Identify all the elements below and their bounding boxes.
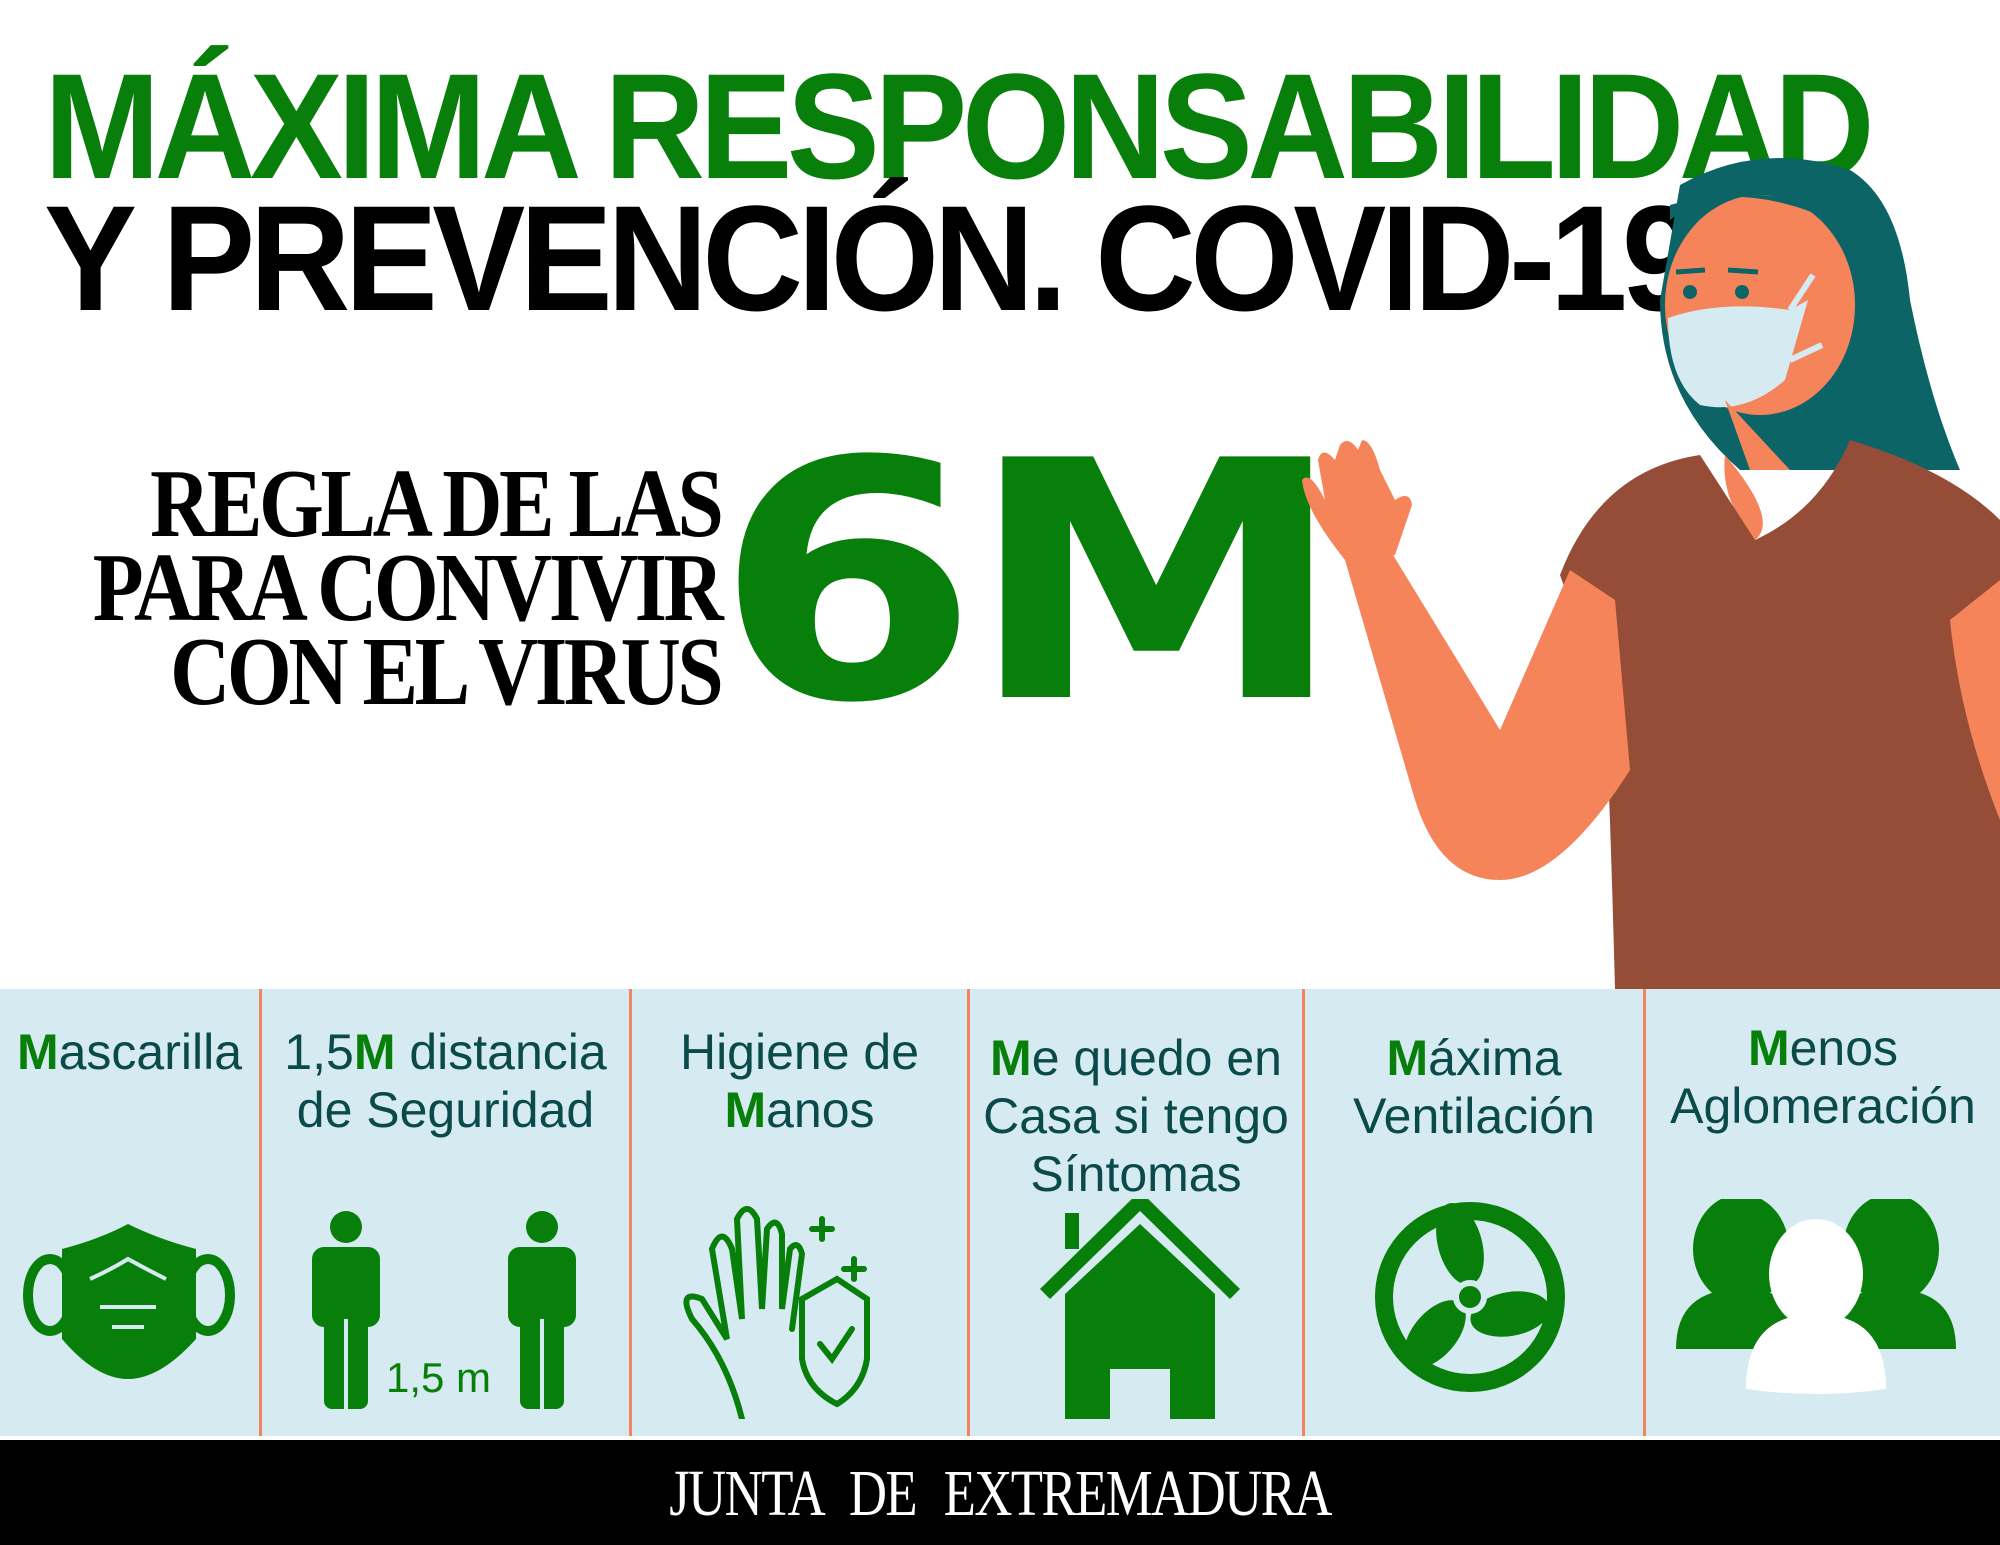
rules-band: Mascarilla 1,5M distancia de Seguridad 1,… xyxy=(0,989,2000,1436)
panel-label: Mascarilla xyxy=(16,1024,243,1080)
panel-divider xyxy=(259,989,262,1436)
face-mask-icon xyxy=(23,1224,235,1379)
panel-higiene: Higiene de Manos xyxy=(632,989,967,1436)
distance-label: 1,5 m xyxy=(386,1354,492,1401)
group-icon xyxy=(1676,1199,1956,1394)
title-line-1: MÁXIMA RESPONSABILIDAD xyxy=(44,42,1875,210)
panel-divider xyxy=(967,989,970,1436)
six-m-heading: 6M xyxy=(715,391,1345,775)
panel-ventilacion: Máxima Ventilación xyxy=(1305,989,1643,1436)
panel-aglomeracion: Menos Aglomeración xyxy=(1646,989,2000,1436)
rule-line-3: CON EL VIRUS xyxy=(169,618,724,726)
social-distance-icon xyxy=(312,1211,576,1409)
rule-line-2: PARA CONVIVIR xyxy=(92,534,723,642)
hand-hygiene-icon xyxy=(683,1206,870,1419)
panel-label: Me quedo en Casa si tengo Síntomas xyxy=(983,1030,1289,1202)
panel-divider xyxy=(1302,989,1305,1436)
panel-divider xyxy=(629,989,632,1436)
panel-distancia: 1,5M distancia de Seguridad 1,5 m xyxy=(262,989,629,1436)
title-line-2: Y PREVENCIÓN. COVID-19 xyxy=(44,174,1699,342)
rule-line-1: REGLA DE LAS xyxy=(149,450,724,558)
house-icon xyxy=(1040,1199,1240,1419)
panel-divider xyxy=(1643,989,1646,1436)
panel-label: Menos Aglomeración xyxy=(1670,1020,1976,1134)
rule-text: REGLA DE LAS PARA CONVIVIR CON EL VIRUS xyxy=(92,450,724,726)
panel-mascarilla: Mascarilla xyxy=(0,989,259,1436)
panel-casa: Me quedo en Casa si tengo Síntomas xyxy=(970,989,1302,1436)
footer: JUNTA DE EXTREMADURA xyxy=(0,1440,2000,1545)
panel-label: 1,5M distancia de Seguridad xyxy=(284,1024,607,1138)
footer-logo-text: JUNTA DE EXTREMADURA xyxy=(669,1457,1332,1530)
fan-icon xyxy=(1375,1202,1565,1392)
panel-label: Higiene de Manos xyxy=(679,1024,920,1138)
panel-label: Máxima Ventilación xyxy=(1353,1030,1595,1144)
